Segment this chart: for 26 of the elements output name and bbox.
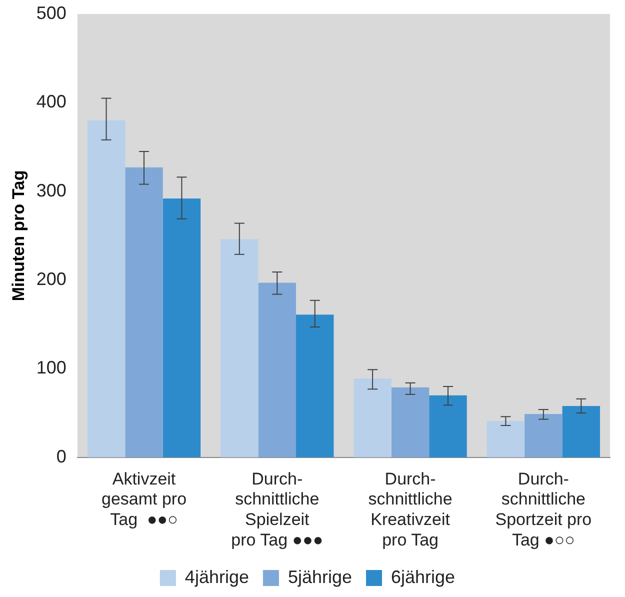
bar <box>524 414 562 458</box>
bar <box>162 198 201 458</box>
bar <box>486 421 525 458</box>
bar <box>354 378 392 458</box>
bar <box>562 406 600 458</box>
x-tick-label: Durch- schnittliche Sportzeit pro Tag ●○○ <box>495 469 592 550</box>
y-tick-label: 100 <box>36 358 66 378</box>
y-tick-label: 200 <box>36 269 66 290</box>
y-tick-label: 500 <box>36 2 66 23</box>
legend-label: 4jährige <box>184 566 249 587</box>
bar <box>220 239 258 458</box>
bar <box>125 167 163 458</box>
x-tick-label: Durch- schnittliche Kreativzeit pro Tag <box>368 469 452 550</box>
x-tick-label: Aktivzeit gesamt pro Tag ●●○ <box>101 469 187 530</box>
bar <box>87 120 126 458</box>
legend-label: 6jährige <box>391 566 456 587</box>
bar <box>429 395 467 458</box>
y-tick-label: 400 <box>36 92 66 112</box>
x-tick-label: Durch- schnittliche Spielzeit pro Tag ●●● <box>231 469 324 550</box>
bar <box>391 387 430 458</box>
bar <box>258 282 296 458</box>
y-tick-label: 0 <box>56 446 66 466</box>
bar <box>296 314 334 458</box>
y-tick-label: 300 <box>36 180 66 200</box>
legend-label: 5jährige <box>288 566 352 587</box>
y-axis-title: Minuten pro Tag <box>8 170 28 302</box>
